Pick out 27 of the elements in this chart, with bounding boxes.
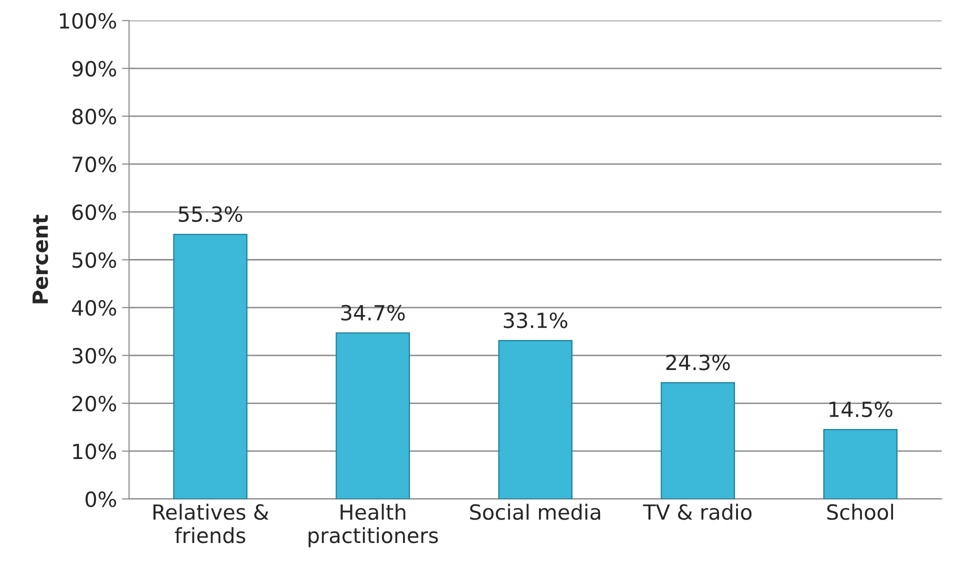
y-tick-label: 60% [72, 204, 116, 220]
x-tick-label: Health practitioners [308, 504, 438, 548]
y-tick-label: 0% [86, 491, 116, 508]
y-tick-label: 80% [72, 108, 116, 124]
data-label: 24.3% [666, 354, 730, 370]
y-tick-label: 70% [72, 156, 116, 172]
bar [498, 340, 572, 499]
x-tick-label: Social media [470, 504, 600, 520]
y-tick-label: 30% [72, 348, 116, 364]
x-tick-label: Relatives & friends [153, 504, 269, 544]
y-tick-label: 50% [72, 252, 116, 268]
y-tick-label: 10% [73, 444, 116, 460]
y-axis-title: Percent [32, 214, 48, 304]
y-tick-label: 40% [72, 300, 116, 316]
x-tick-label: School [827, 504, 894, 520]
y-tick-label: 90% [72, 60, 116, 77]
data-label: 55.3% [178, 206, 242, 222]
y-tick-label: 100% [60, 13, 116, 29]
x-tick-label: TV & radio [643, 504, 752, 520]
bar [336, 332, 410, 499]
data-label: 34.7% [341, 304, 405, 321]
data-label: 14.5% [830, 401, 892, 418]
y-tick-label: 20% [72, 396, 116, 412]
bar [823, 429, 898, 499]
bar [660, 382, 735, 499]
data-label: 33.1% [504, 312, 568, 328]
bar [173, 234, 248, 499]
